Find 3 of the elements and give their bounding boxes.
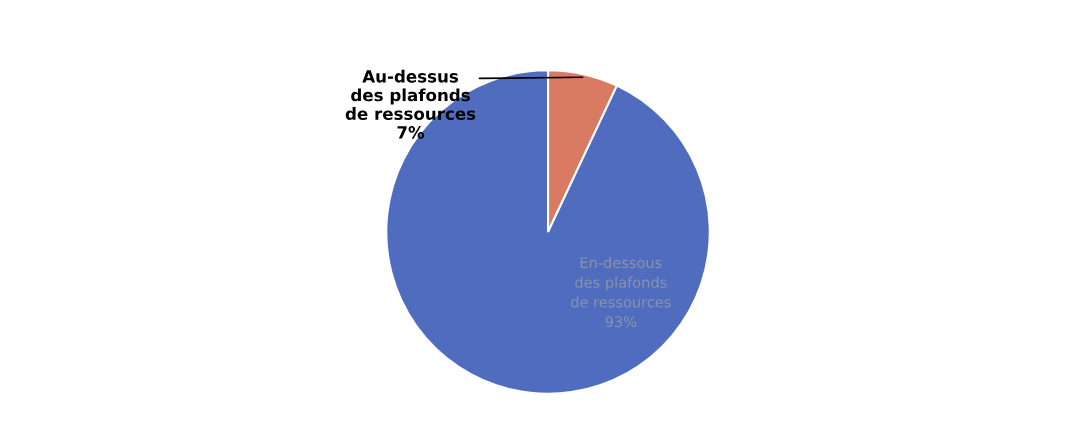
data-label: 7% (397, 126, 425, 139)
data-label: 93% (605, 316, 637, 328)
slice-label: En-dessous des plafonds de ressources (571, 256, 671, 308)
